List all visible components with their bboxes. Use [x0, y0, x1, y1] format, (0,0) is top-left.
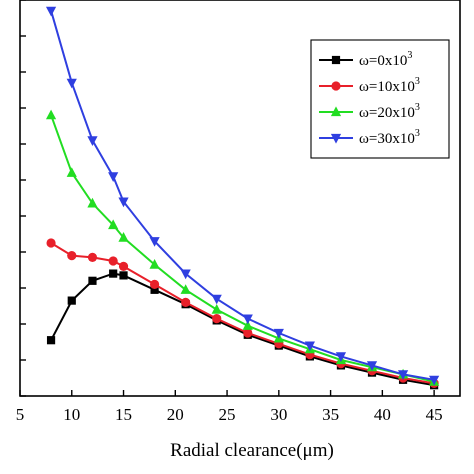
data-point [87, 136, 98, 146]
data-point [242, 320, 253, 330]
data-point [45, 6, 57, 17]
x-axis-ticks: 5 10 15 20 25 30 35 40 45 [16, 390, 443, 424]
series-line [50, 242, 435, 385]
data-point [67, 296, 76, 305]
data-point [88, 276, 97, 285]
data-point [108, 172, 119, 182]
data-point [242, 314, 253, 325]
data-point [304, 341, 315, 352]
data-point [180, 284, 191, 294]
legend-label-sup: 3 [415, 128, 420, 139]
legend: ω=0x103 ω=10x103 ω=20x103 ω=30x103 [310, 39, 450, 159]
x-tick-label: 10 [63, 405, 80, 424]
data-point [397, 370, 409, 380]
data-point [118, 232, 129, 242]
x-tick-label: 45 [426, 405, 443, 424]
y-axis-ticks [20, 0, 26, 397]
legend-marker [331, 81, 341, 91]
data-point [45, 109, 57, 120]
legend-marker [330, 133, 342, 144]
data-point [108, 219, 119, 230]
data-point [66, 78, 77, 89]
data-point [211, 304, 222, 314]
data-point [87, 252, 98, 262]
legend-label: ω=0x103 [359, 50, 412, 69]
data-point [46, 336, 56, 345]
x-tick-label: 15 [115, 405, 132, 424]
x-tick-label: 25 [219, 405, 236, 424]
data-point [67, 251, 77, 261]
legend-marker [330, 106, 342, 117]
legend-label: ω=10x103 [359, 76, 420, 95]
data-point [149, 259, 160, 269]
data-point [149, 279, 160, 289]
data-point [366, 361, 378, 371]
legend-label: ω=20x103 [359, 102, 420, 121]
data-point [66, 167, 77, 177]
x-tick-label: 35 [322, 405, 339, 424]
legend-item: ω=30x103 [319, 128, 420, 147]
legend-item: ω=0x103 [319, 50, 412, 69]
data-point [108, 256, 118, 266]
data-point [181, 297, 191, 307]
data-point [109, 269, 118, 278]
data-point [118, 261, 129, 271]
data-point [243, 328, 253, 338]
data-point [212, 314, 222, 324]
data-point [150, 285, 159, 294]
legend-label-sup: 3 [415, 102, 420, 113]
legend-item: ω=20x103 [319, 102, 420, 121]
x-tick-label: 30 [270, 405, 287, 424]
series-0 [46, 269, 439, 390]
data-point [335, 352, 347, 362]
legend-label-sup: 3 [415, 76, 420, 87]
x-tick-label: 40 [374, 405, 391, 424]
data-point [429, 375, 440, 386]
data-point [119, 271, 128, 280]
series-3 [45, 6, 440, 386]
x-tick-label: 20 [167, 405, 184, 424]
data-point [46, 238, 56, 248]
plot-frame [19, 0, 461, 397]
data-point [87, 197, 98, 208]
legend-label: ω=30x103 [359, 128, 420, 147]
data-point [180, 269, 191, 280]
data-point [118, 197, 129, 208]
legend-item: ω=10x103 [319, 76, 420, 95]
series-1 [46, 238, 439, 388]
series-layer [45, 6, 440, 390]
data-point [211, 294, 222, 305]
legend-marker [331, 55, 341, 65]
x-tick-label: 5 [16, 405, 25, 424]
data-point [273, 328, 284, 339]
legend-label-sup: 3 [407, 50, 412, 61]
x-axis-title: Radial clearance(μm) [170, 440, 334, 461]
data-point [149, 237, 160, 247]
